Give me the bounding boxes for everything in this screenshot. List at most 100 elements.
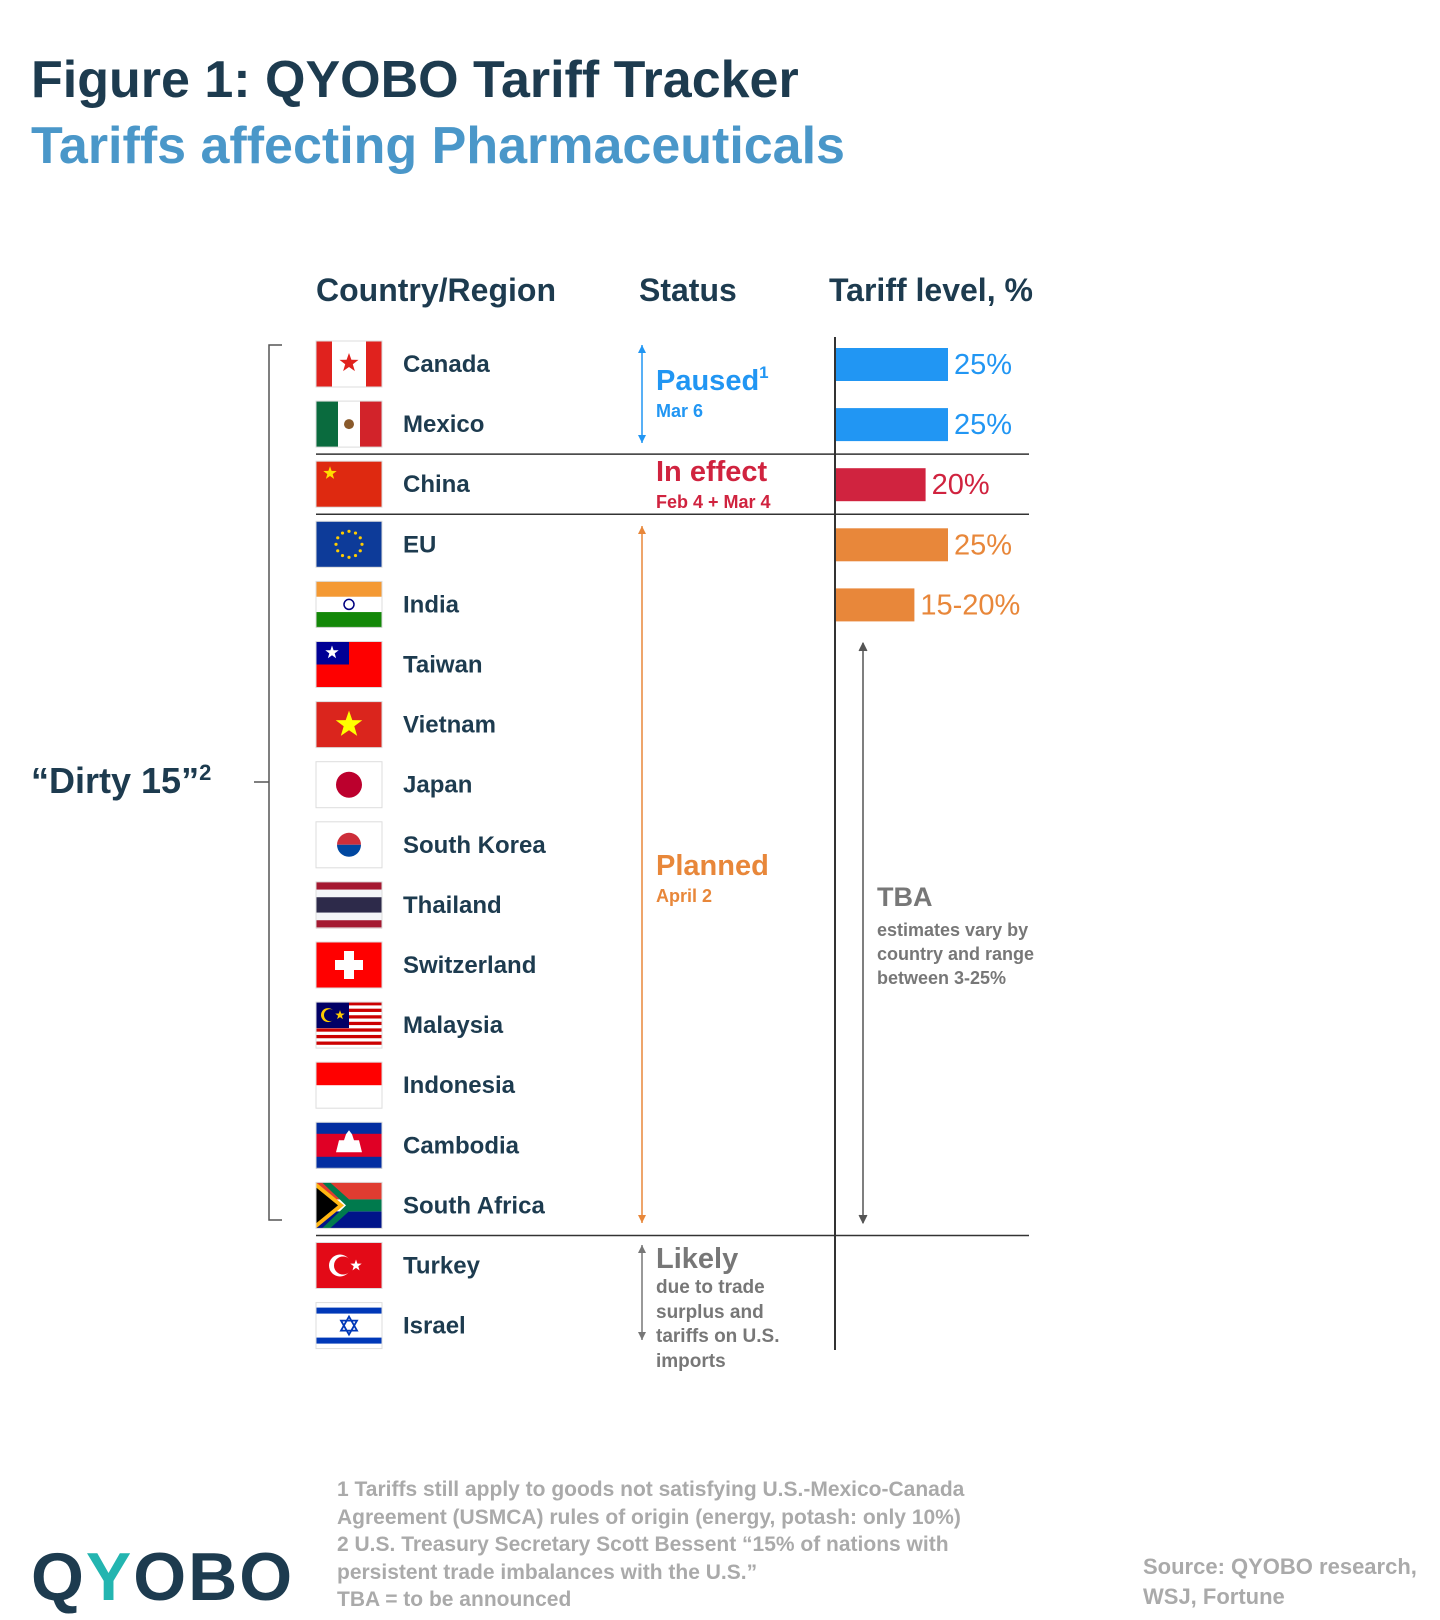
flag-part xyxy=(316,1337,382,1344)
flag-part xyxy=(339,1314,359,1337)
flag-part xyxy=(353,553,358,558)
value-label: 25% xyxy=(954,349,1012,381)
flag-border xyxy=(315,941,383,989)
flag-part xyxy=(360,401,382,448)
country-name: South Korea xyxy=(403,832,546,859)
country-name: EU xyxy=(403,531,436,558)
flag-part xyxy=(347,555,351,559)
flag xyxy=(315,821,383,869)
flag-border xyxy=(315,761,383,809)
bracket-label: “Dirty 15”2 xyxy=(31,760,211,802)
flag-part xyxy=(316,1034,382,1039)
flag xyxy=(315,761,383,809)
flag-part xyxy=(316,581,382,598)
status-text: Planned xyxy=(656,850,769,882)
flag xyxy=(315,460,383,508)
flag-border xyxy=(315,701,383,749)
status: In effect xyxy=(656,456,768,488)
country-name: Indonesia xyxy=(403,1072,516,1099)
flag xyxy=(315,1121,383,1169)
flag-border xyxy=(315,1302,383,1350)
flag-part xyxy=(336,1130,362,1153)
flag-part xyxy=(316,1041,382,1046)
flag xyxy=(315,1001,383,1049)
flag-border xyxy=(315,400,383,448)
flag-part xyxy=(316,612,382,628)
flag-part xyxy=(316,912,382,921)
flag xyxy=(315,641,383,688)
country-name: Mexico xyxy=(403,411,484,438)
flag-border xyxy=(315,580,383,628)
tba-arrowheads xyxy=(858,641,868,1225)
status: Likely xyxy=(656,1243,738,1275)
flag xyxy=(315,1181,383,1229)
flag-part xyxy=(316,521,382,568)
flag-border xyxy=(315,821,383,869)
country-name: Turkey xyxy=(403,1253,481,1280)
flag-part xyxy=(335,960,363,970)
country-name: Japan xyxy=(403,772,472,799)
flag-part xyxy=(316,1038,382,1042)
logo: QYOBO xyxy=(31,1539,295,1615)
flag-border xyxy=(315,1061,383,1109)
status-date: Mar 6 xyxy=(656,401,703,421)
column-header: Tariff level, % xyxy=(829,272,1033,308)
flag-part xyxy=(366,341,382,387)
country-name: Malaysia xyxy=(403,1012,504,1039)
flag-part xyxy=(336,549,340,553)
flag-part xyxy=(340,531,345,535)
flag xyxy=(315,580,383,628)
flag-border xyxy=(315,520,383,568)
note-ref: 1 xyxy=(759,363,768,382)
status: Planned xyxy=(656,850,769,882)
country-name: South Africa xyxy=(403,1192,545,1219)
bar xyxy=(836,588,915,622)
column-header: Country/Region xyxy=(316,272,556,308)
flag-part xyxy=(335,710,363,736)
bar xyxy=(836,528,948,562)
status-note: due to trade surplus and tariffs on U.S.… xyxy=(656,1277,780,1372)
flag-part xyxy=(344,419,354,430)
status-date: April 2 xyxy=(656,886,712,906)
status-text: In effect xyxy=(656,456,768,488)
flag-part xyxy=(316,1307,382,1314)
flag-part xyxy=(316,1044,382,1049)
country-name: Canada xyxy=(403,351,490,378)
status-date: Feb 4 + Mar 4 xyxy=(656,492,771,512)
flag xyxy=(315,340,383,388)
flag-border xyxy=(315,460,383,508)
country-name: Cambodia xyxy=(403,1132,520,1159)
country-name: Switzerland xyxy=(403,952,536,979)
flag xyxy=(315,1242,383,1289)
flag-part xyxy=(337,832,361,845)
flag-border xyxy=(315,1181,383,1229)
bracket-text: “Dirty 15” xyxy=(31,760,200,801)
flag-border xyxy=(315,1001,383,1049)
footnotes: 1 Tariffs still apply to goods not satis… xyxy=(337,1476,997,1614)
flag-part xyxy=(316,1028,382,1032)
footnote: 1 Tariffs still apply to goods not satis… xyxy=(337,1478,965,1529)
flag-part xyxy=(358,536,362,540)
country-name: Israel xyxy=(403,1313,466,1340)
status-text: Likely xyxy=(656,1243,738,1275)
flag xyxy=(315,520,383,568)
flag-border xyxy=(315,881,383,929)
flag-border xyxy=(315,1242,383,1289)
footnote: 2 U.S. Treasury Secretary Scott Bessent … xyxy=(337,1533,949,1584)
value-label: 25% xyxy=(954,529,1012,561)
note-ref: 2 xyxy=(199,760,212,785)
flag-part xyxy=(334,1256,352,1275)
flag-part xyxy=(343,598,355,611)
tba-title: TBA xyxy=(877,882,933,912)
flag-border xyxy=(315,641,383,688)
flag xyxy=(315,881,383,929)
flag-part xyxy=(350,1259,362,1271)
flag-part xyxy=(316,897,382,914)
flag-border xyxy=(315,340,383,388)
flag-part xyxy=(316,596,382,613)
flag-part xyxy=(324,1009,336,1022)
flag-part xyxy=(316,461,382,508)
flag-part xyxy=(337,844,361,857)
